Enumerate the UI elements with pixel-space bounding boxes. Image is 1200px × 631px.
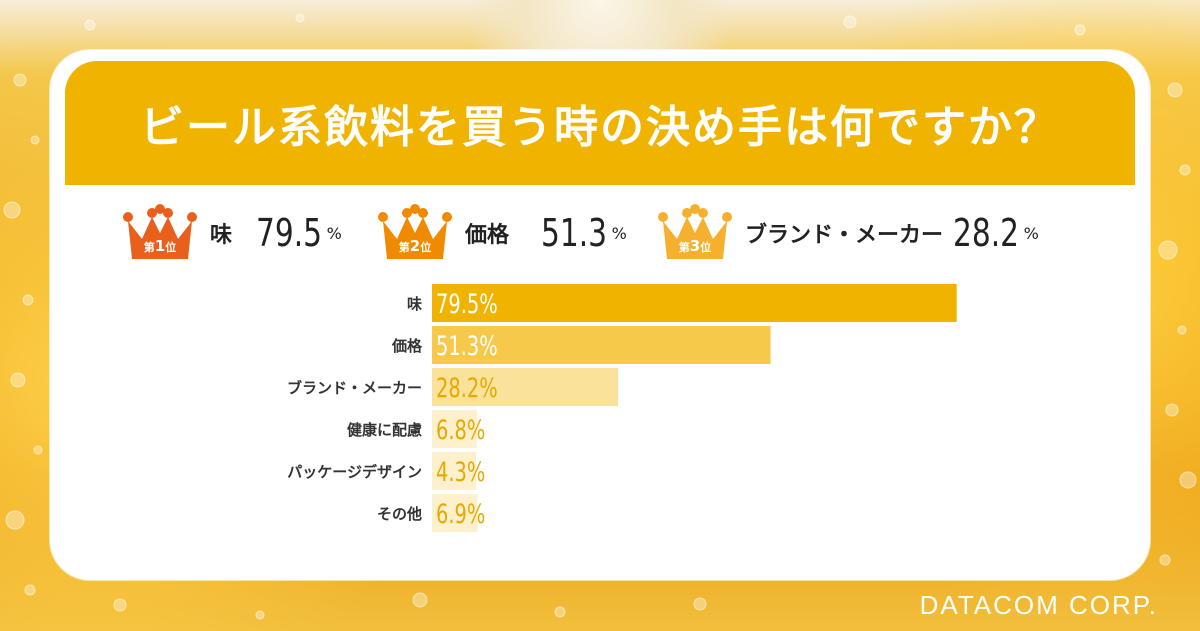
bar	[432, 326, 771, 364]
bar	[432, 410, 477, 448]
category-label: ブランド・メーカー	[287, 379, 422, 397]
category-label: 健康に配慮	[347, 421, 422, 439]
category-label: 価格	[391, 337, 423, 355]
bar	[432, 494, 478, 532]
title-banner: ビール系飲料を買う時の決め手は何ですか？	[65, 61, 1135, 185]
rank-value: 28.2	[953, 211, 1020, 255]
rank-name: ブランド・メーカー	[745, 223, 944, 248]
rank-name: 価格	[465, 223, 510, 248]
rank-value: 79.5	[256, 211, 323, 255]
rank-percent-sign: %	[326, 223, 342, 243]
rank-percent-sign: %	[1023, 223, 1039, 243]
data-label: 6.9%	[436, 498, 485, 530]
company-logo-text: DATACOM CORP.	[919, 590, 1158, 620]
crown-icon: 第2位	[375, 203, 455, 263]
data-label: 79.5%	[436, 288, 498, 320]
rank-3: 第3位 ブランド・メーカー 28.2 %	[655, 203, 1039, 263]
data-label: 51.3%	[436, 330, 498, 362]
category-label: パッケージデザイン	[287, 463, 422, 481]
crown-icon: 第1位	[120, 203, 200, 263]
data-label: 28.2%	[436, 372, 498, 404]
crown-icon: 第3位	[655, 203, 735, 263]
rank-1: 第1位 味 79.5 %	[120, 203, 342, 263]
category-label: その他	[377, 505, 422, 523]
category-label: 味	[407, 295, 422, 313]
rank-badge-label: 第3位	[678, 237, 712, 255]
data-label: 4.3%	[436, 456, 485, 488]
bar	[432, 452, 476, 490]
rank-2: 第2位 価格 51.3 %	[375, 203, 627, 263]
rank-value: 51.3	[541, 211, 608, 255]
rank-badge-label: 第2位	[398, 237, 432, 255]
page-title: ビール系飲料を買う時の決め手は何ですか？	[140, 102, 1060, 153]
bar-chart: 味 79.5% 価格 51.3% ブランド・メーカー 28.2% 健康に配慮 6.8% パッケー…	[287, 284, 957, 532]
rank-name: 味	[210, 223, 233, 248]
rank-percent-sign: %	[611, 223, 627, 243]
data-label: 6.8%	[436, 414, 485, 446]
rank-badge-label: 第1位	[143, 237, 177, 255]
bar	[432, 368, 619, 406]
bar	[432, 284, 957, 322]
content-card: ビール系飲料を買う時の決め手は何ですか？ 第1位 味 79.5 % 第2	[50, 50, 1150, 580]
